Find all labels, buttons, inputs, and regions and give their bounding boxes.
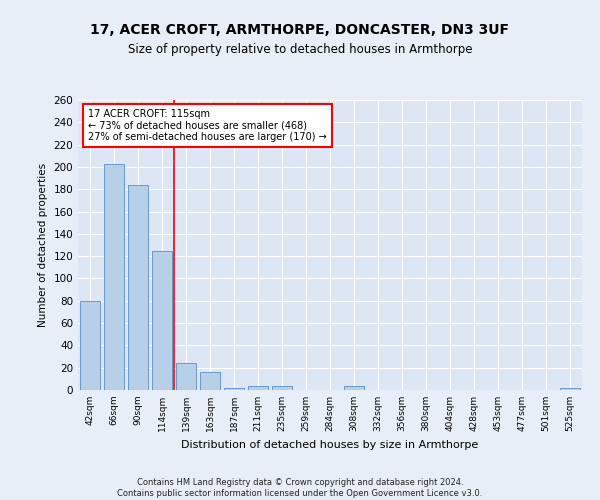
Bar: [176, 363, 196, 390]
Text: Contains HM Land Registry data © Crown copyright and database right 2024.
Contai: Contains HM Land Registry data © Crown c…: [118, 478, 482, 498]
Bar: [560, 388, 580, 390]
Bar: [80, 301, 100, 390]
Bar: [128, 185, 148, 390]
Bar: [200, 372, 220, 390]
Text: Size of property relative to detached houses in Armthorpe: Size of property relative to detached ho…: [128, 42, 472, 56]
Bar: [248, 386, 268, 390]
Bar: [224, 388, 244, 390]
Bar: [152, 250, 172, 390]
X-axis label: Distribution of detached houses by size in Armthorpe: Distribution of detached houses by size …: [181, 440, 479, 450]
Bar: [272, 386, 292, 390]
Bar: [344, 386, 364, 390]
Text: 17 ACER CROFT: 115sqm
← 73% of detached houses are smaller (468)
27% of semi-det: 17 ACER CROFT: 115sqm ← 73% of detached …: [88, 108, 327, 142]
Text: 17, ACER CROFT, ARMTHORPE, DONCASTER, DN3 3UF: 17, ACER CROFT, ARMTHORPE, DONCASTER, DN…: [91, 22, 509, 36]
Y-axis label: Number of detached properties: Number of detached properties: [38, 163, 48, 327]
Bar: [104, 164, 124, 390]
